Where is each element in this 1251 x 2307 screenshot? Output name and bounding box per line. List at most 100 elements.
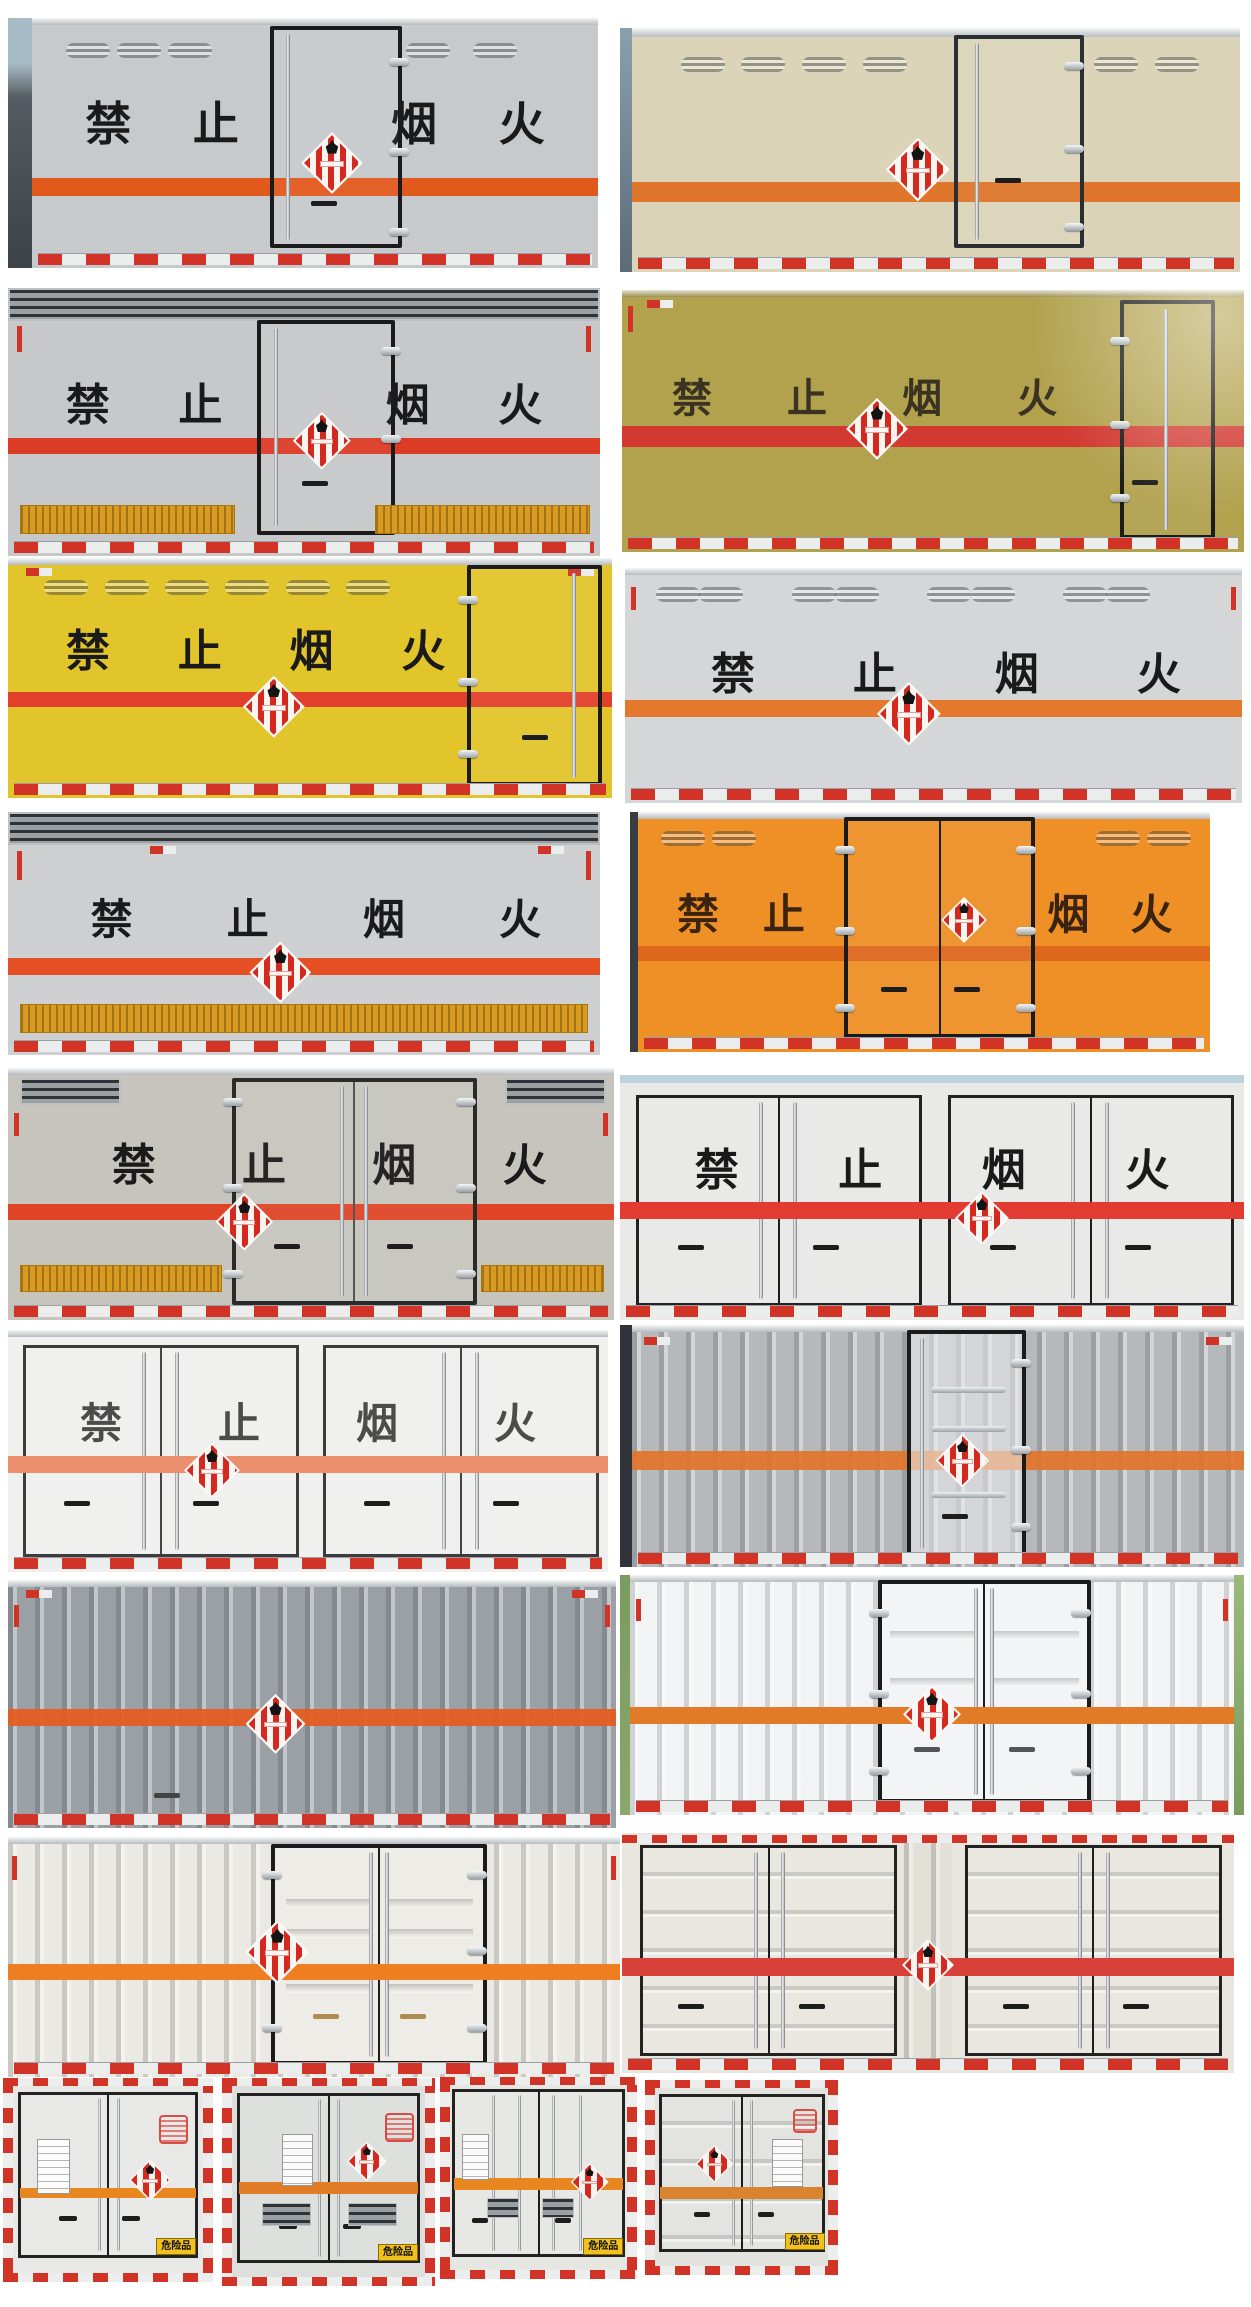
cargo-box [630, 1575, 1234, 1815]
door-hinge [1070, 1767, 1091, 1775]
truck-photo-row8-right [622, 1833, 1234, 2073]
flame-icon [926, 1692, 938, 1706]
vehicle-info-plate [461, 2133, 490, 2180]
hazard-diamond-placard [570, 2163, 609, 2202]
door-handle [555, 2218, 572, 2224]
flame-icon [959, 902, 969, 914]
warning-char: 火 [401, 626, 446, 677]
door-hinge [835, 845, 856, 854]
door-handle [954, 986, 981, 992]
warning-char: 火 [1130, 889, 1173, 939]
roof-rail [625, 568, 1242, 575]
hazard-diamond-placard [941, 897, 988, 943]
warning-text: 禁 止 烟 火 [32, 630, 479, 674]
door-handle [1002, 2003, 1029, 2009]
door-handle [880, 986, 907, 992]
door-handle [693, 2212, 710, 2218]
vent-slots [791, 586, 836, 602]
door-panel-pair [964, 1845, 1222, 2057]
warning-stripe [8, 1964, 620, 1980]
truck-rear-photo-3: 危险品 [440, 2077, 637, 2279]
roof-rail [8, 558, 612, 565]
vent-slots [65, 43, 110, 58]
truck-photo-row5-right: 禁 止 烟 火 [620, 1075, 1244, 1320]
door-handle [521, 735, 548, 741]
photo-background-edge [1234, 1575, 1244, 1815]
hazard-diamond-placard [129, 2159, 171, 2201]
roof-rail [8, 1068, 614, 1075]
amber-reflector-band [480, 1264, 604, 1292]
door-hinge [457, 750, 478, 758]
door-hinge [223, 1183, 244, 1192]
vent-slots [473, 43, 518, 58]
door-lock-rod [974, 1588, 979, 1795]
reflective-strip [440, 2077, 637, 2085]
placard-label-band [233, 1219, 256, 1226]
reflective-strip [13, 541, 595, 553]
door-handle [812, 1245, 839, 1251]
roof-rail [8, 1330, 608, 1337]
reflective-strip [628, 2058, 1228, 2070]
photo-background-edge [620, 1575, 630, 1815]
door-split [107, 2095, 110, 2255]
warning-char: 止 [762, 889, 805, 939]
cargo-box: 禁 止 烟 火 [8, 812, 600, 1055]
warning-text: 禁 止 烟 火 [44, 899, 589, 941]
door-split [327, 2095, 330, 2261]
placard-label-band [268, 970, 293, 977]
warning-char: 烟 [902, 376, 943, 423]
door-hinge [380, 346, 401, 355]
amber-reflector-band [375, 505, 591, 534]
amber-reflector-band [19, 1003, 589, 1033]
door-recess [992, 1631, 1079, 1641]
door-hinge [868, 1608, 889, 1617]
placard-label-band [359, 2159, 375, 2164]
reflective-strip [440, 2270, 637, 2279]
door-hinge [467, 1870, 487, 1879]
vent-slots [863, 57, 908, 73]
door-hinge [1011, 1446, 1032, 1454]
warning-char: 火 [498, 380, 543, 432]
door-handle [302, 481, 329, 487]
cargo-double-doors [843, 816, 1035, 1038]
warning-char: 火 [1125, 1145, 1170, 1197]
door-lock-rod [363, 1086, 368, 1297]
warning-char: 禁 [90, 895, 133, 945]
hazard-diamond-placard [184, 1442, 240, 1499]
warning-text: 禁 止 烟 火 [69, 1143, 590, 1188]
cargo-box [622, 1833, 1234, 2073]
door-handle [387, 1243, 414, 1249]
flame-icon [238, 1200, 251, 1213]
vent-slots [1095, 831, 1140, 847]
placard-label-band [264, 1722, 287, 1728]
door-hinge [456, 1183, 477, 1192]
hazard-diamond-placard [935, 1433, 990, 1488]
door-lock-rod [1105, 1852, 1110, 2050]
warning-stripe [620, 1201, 1244, 1220]
roof-rail [32, 18, 598, 25]
flame-icon [922, 1945, 934, 1958]
door-hinge [456, 1269, 477, 1278]
cargo-double-doors [271, 1844, 488, 2065]
reflective-strip [638, 1552, 1238, 1564]
door-lock-rod [975, 43, 980, 240]
placard-label-band [918, 1963, 938, 1969]
truck-photo-row7-left [8, 1580, 616, 1828]
warning-char: 禁 [677, 889, 720, 939]
door-lock-rod [474, 1351, 479, 1551]
vent-louver [487, 2198, 519, 2219]
truck-photo-row2-right: 禁 止 烟 火 [622, 290, 1244, 552]
warning-char: 火 [493, 1398, 536, 1448]
vent-slots [1063, 586, 1108, 602]
reflective-strip [645, 2266, 838, 2275]
placard-label-band [920, 1712, 944, 1718]
reflective-strip [828, 2080, 838, 2275]
door-handle [278, 2223, 297, 2229]
placard-label-band [142, 2178, 158, 2183]
amber-reflector-band [19, 505, 235, 534]
corner-reflector [26, 1589, 53, 1598]
vent-louver [347, 2202, 397, 2226]
louver-panel [8, 288, 600, 322]
door-hinge [457, 596, 478, 605]
cargo-door [954, 35, 1084, 248]
